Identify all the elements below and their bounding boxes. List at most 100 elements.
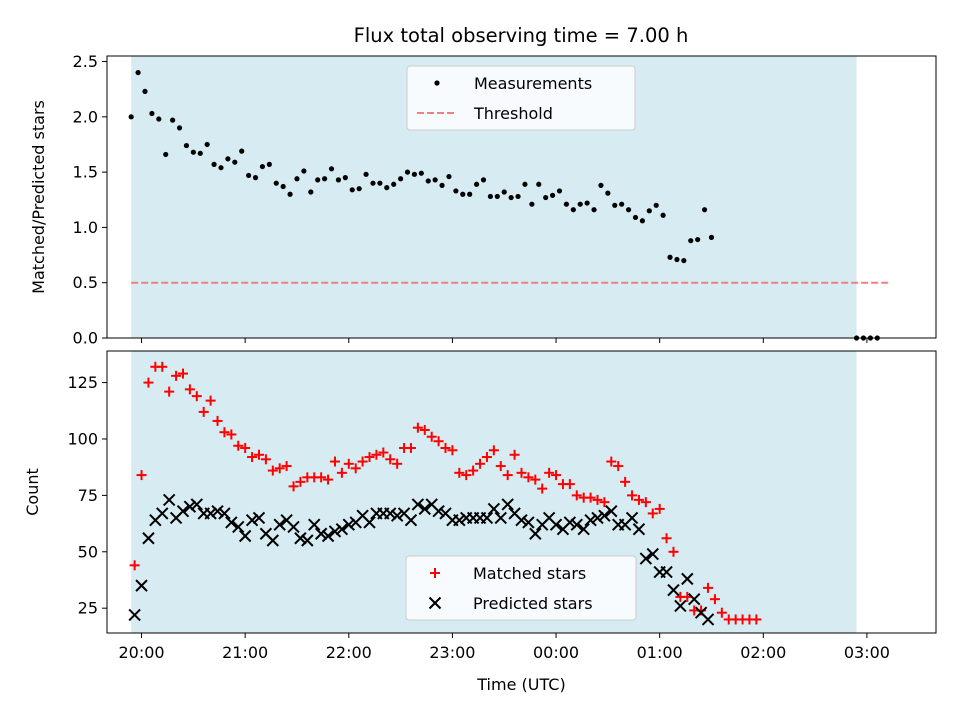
measurement-point: [135, 69, 141, 76]
legend-matched-marker: [430, 568, 440, 578]
matched-star-point: [647, 508, 658, 519]
matched-star-point: [198, 406, 209, 417]
matched-star-point: [371, 449, 382, 460]
matched-star-point: [716, 607, 727, 618]
measurement-point: [308, 189, 314, 195]
predicted-star-point: [598, 509, 611, 522]
predicted-star-point: [584, 513, 597, 527]
predicted-star-point: [570, 518, 583, 531]
predicted-star-point: [162, 493, 176, 507]
measurement-point: [681, 257, 687, 264]
predicted-star-point: [632, 523, 646, 536]
bottom-y-tick-label: 100: [67, 429, 98, 448]
matched-star-point: [530, 474, 541, 485]
bottom-y-tick-label: 50: [78, 542, 98, 561]
matched-star-point: [585, 492, 596, 503]
matched-star-point: [357, 456, 368, 467]
matched-star-point: [364, 452, 375, 463]
measurement-point: [632, 214, 639, 221]
predicted-star-point: [674, 599, 687, 613]
measurement-point: [625, 207, 632, 213]
matched-star-point: [274, 463, 285, 474]
top-y-axis-label: Matched/Predicted stars: [29, 100, 48, 294]
x-tick-label: 00:00: [533, 643, 579, 662]
measurement-point: [225, 156, 231, 162]
top-x-ticks: [141, 338, 868, 343]
bottom-legend: Matched stars Predicted stars: [405, 555, 637, 621]
measurement-point: [473, 181, 480, 187]
matched-star-point: [378, 447, 389, 458]
measurement-point: [619, 201, 625, 207]
predicted-star-point: [135, 579, 148, 592]
measurement-point: [377, 180, 383, 186]
matched-star-point: [260, 454, 271, 465]
legend-threshold-label: Threshold: [473, 104, 553, 123]
matched-star-point: [620, 476, 631, 487]
bottom-y-tick-label: 125: [67, 373, 98, 392]
measurement-point: [287, 191, 293, 197]
predicted-star-point: [522, 516, 535, 529]
measurement-point: [266, 161, 272, 167]
measurement-point: [674, 256, 680, 263]
matched-star-point: [267, 465, 278, 476]
measurement-point: [549, 192, 556, 198]
measurement-point: [170, 117, 176, 123]
matched-star-point: [295, 476, 306, 487]
measurement-point: [273, 180, 279, 186]
predicted-star-point: [301, 534, 314, 547]
matched-star-point: [288, 481, 299, 492]
top-y-tick-label: 1.0: [73, 218, 98, 237]
measurement-point: [142, 88, 148, 94]
matched-star-point: [419, 424, 430, 435]
matched-star-point: [571, 490, 582, 501]
matched-star-point: [143, 377, 154, 388]
top-legend: Measurements Threshold: [406, 65, 636, 131]
matched-star-point: [233, 440, 244, 451]
measurement-point: [432, 177, 438, 183]
predicted-star-point: [404, 513, 418, 527]
measurement-point: [446, 173, 452, 180]
matched-star-point: [350, 463, 361, 474]
x-tick-label: 03:00: [844, 643, 890, 662]
x-tick-label: 23:00: [429, 643, 475, 662]
bottom-y-axis-label: Count: [23, 468, 42, 516]
matched-star-point: [343, 458, 354, 469]
matched-star-point: [502, 470, 513, 481]
predicted-star-point: [577, 523, 590, 536]
matched-star-point: [247, 452, 258, 463]
matched-star-point: [599, 497, 610, 508]
legend-predicted-label: Predicted stars: [473, 594, 593, 613]
matched-star-point: [481, 452, 492, 463]
measurement-point: [522, 181, 528, 187]
matched-star-point: [226, 429, 237, 440]
predicted-star-point: [681, 572, 694, 586]
legend-predicted-marker: [428, 596, 442, 610]
predicted-star-point: [287, 520, 300, 534]
measurement-point: [425, 178, 431, 184]
predicted-star-point: [605, 504, 618, 518]
measurement-point: [163, 151, 169, 158]
measurement-point: [280, 183, 286, 190]
matched-star-point: [488, 445, 499, 456]
measurement-point: [391, 181, 397, 187]
measurement-point: [183, 142, 190, 149]
matched-star-point: [509, 449, 520, 460]
measurement-point: [259, 163, 266, 170]
predicted-star-point: [335, 523, 349, 536]
matched-star-point: [447, 445, 458, 456]
x-axis-label: Time (UTC): [476, 675, 565, 694]
top-legend-box: [406, 65, 636, 131]
predicted-star-point: [232, 520, 245, 534]
matched-star-point: [751, 614, 762, 625]
predicted-star-point: [314, 527, 328, 540]
legend-matched-label: Matched stars: [473, 564, 586, 583]
bottom-legend-box: [405, 555, 637, 621]
measurement-point: [605, 190, 611, 196]
matched-star-point: [709, 594, 720, 605]
matched-star-point: [654, 503, 665, 514]
measurement-point: [695, 236, 701, 243]
measurement-point: [701, 207, 708, 213]
matched-star-point: [405, 443, 416, 454]
matched-star-point: [171, 370, 182, 381]
measurement-point: [501, 189, 507, 195]
